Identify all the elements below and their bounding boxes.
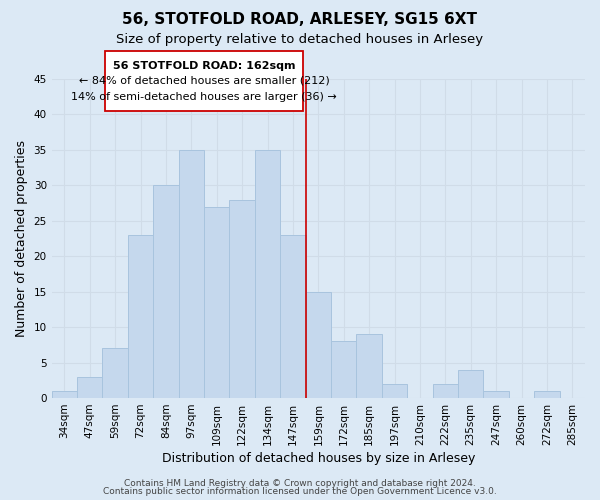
Bar: [229, 200, 255, 398]
Bar: [103, 348, 128, 398]
Bar: [128, 235, 153, 398]
Text: 56 STOTFOLD ROAD: 162sqm: 56 STOTFOLD ROAD: 162sqm: [113, 62, 295, 72]
Text: 14% of semi-detached houses are larger (36) →: 14% of semi-detached houses are larger (…: [71, 92, 337, 102]
Bar: [458, 370, 484, 398]
Bar: [534, 391, 560, 398]
Bar: [382, 384, 407, 398]
Bar: [356, 334, 382, 398]
Text: Contains HM Land Registry data © Crown copyright and database right 2024.: Contains HM Land Registry data © Crown c…: [124, 478, 476, 488]
Bar: [77, 377, 103, 398]
Bar: [105, 50, 303, 111]
Text: Size of property relative to detached houses in Arlesey: Size of property relative to detached ho…: [116, 32, 484, 46]
X-axis label: Distribution of detached houses by size in Arlesey: Distribution of detached houses by size …: [161, 452, 475, 465]
Y-axis label: Number of detached properties: Number of detached properties: [15, 140, 28, 337]
Bar: [305, 292, 331, 398]
Bar: [52, 391, 77, 398]
Text: ← 84% of detached houses are smaller (212): ← 84% of detached houses are smaller (21…: [79, 76, 329, 86]
Text: Contains public sector information licensed under the Open Government Licence v3: Contains public sector information licen…: [103, 487, 497, 496]
Bar: [331, 342, 356, 398]
Bar: [280, 235, 305, 398]
Bar: [204, 206, 229, 398]
Bar: [433, 384, 458, 398]
Bar: [484, 391, 509, 398]
Bar: [179, 150, 204, 398]
Bar: [255, 150, 280, 398]
Text: 56, STOTFOLD ROAD, ARLESEY, SG15 6XT: 56, STOTFOLD ROAD, ARLESEY, SG15 6XT: [122, 12, 478, 28]
Bar: [153, 186, 179, 398]
